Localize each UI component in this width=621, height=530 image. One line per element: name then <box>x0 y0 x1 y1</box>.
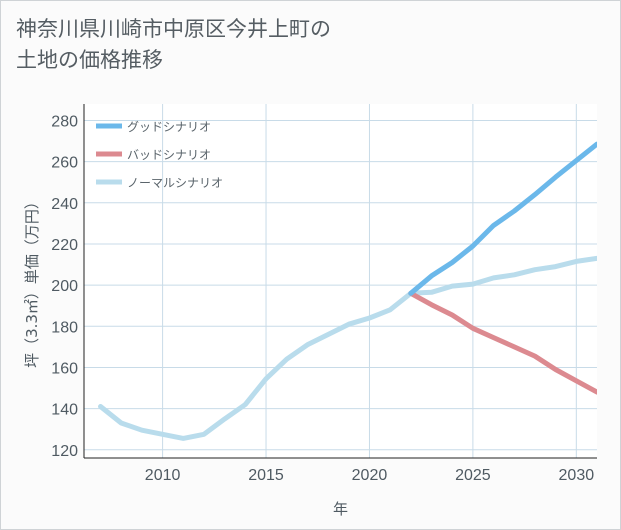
y-tick-label-160: 160 <box>51 360 78 377</box>
chart-title-line-2: 土地の価格推移 <box>16 48 163 72</box>
y-tick-label-180: 180 <box>51 319 78 336</box>
y-tick-label-120: 120 <box>51 443 78 460</box>
y-tick-label-260: 260 <box>51 155 78 172</box>
legend-label-0: グッドシナリオ <box>127 120 211 134</box>
y-axis-label: 坪（3.3㎡）単価（万円） <box>23 194 41 368</box>
plot-area <box>84 104 597 458</box>
grid-lines <box>84 104 597 458</box>
legend-label-2: ノーマルシナリオ <box>127 176 223 190</box>
x-tick-label-2030: 2030 <box>559 467 595 484</box>
x-tick-label-2020: 2020 <box>352 467 388 484</box>
legend-label-1: バッドシナリオ <box>127 148 211 162</box>
x-tick-label-2010: 2010 <box>145 467 181 484</box>
series-line-0 <box>408 141 597 296</box>
series-line-2 <box>98 255 597 441</box>
chart-title-line-1: 神奈川県川崎市中原区今井上町の <box>16 17 331 41</box>
x-tick-label-2025: 2025 <box>455 467 491 484</box>
series-line-1 <box>408 290 597 395</box>
y-tick-label-200: 200 <box>51 278 78 295</box>
axes <box>83 104 597 459</box>
tick-labels: 2010 2015 2020 2025 2030 120 140 160 180 200 220 24… <box>51 113 594 484</box>
x-tick-label-2015: 2015 <box>248 467 284 484</box>
chart-title: 神奈川県川崎市中原区今井上町の 土地の価格推移 <box>16 14 606 76</box>
y-tick-label-240: 240 <box>51 196 78 213</box>
y-tick-label-220: 220 <box>51 237 78 254</box>
series-lines <box>98 141 597 441</box>
x-axis-label: 年 <box>333 500 348 518</box>
y-tick-label-280: 280 <box>51 113 78 130</box>
y-tick-label-140: 140 <box>51 402 78 419</box>
